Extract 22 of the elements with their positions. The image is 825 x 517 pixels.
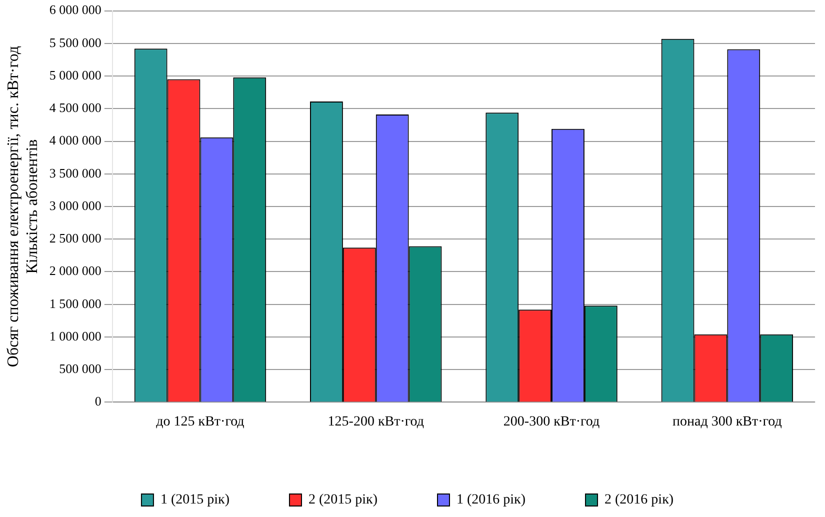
y-tick-label: 1 000 000 — [49, 328, 102, 344]
x-tick-label: 125-200 кВт·год — [328, 414, 424, 430]
x-tick-label: до 125 кВт·год — [156, 414, 244, 430]
y-tick-label: 5 500 000 — [49, 34, 102, 50]
y-tick-label: 2 500 000 — [49, 230, 102, 246]
x-tick-label: 200-300 кВт·год — [503, 414, 600, 430]
y-axis-title: Обсяг споживання електроенергії, тис. кВт·год Кількість абонентів — [4, 46, 42, 368]
y-tick-label: 1 500 000 — [49, 296, 102, 311]
legend-label: 1 (2016 рік) — [456, 492, 526, 508]
y-tick-label: 6 000 000 — [49, 2, 102, 18]
y-tick-label: 3 000 000 — [49, 198, 102, 213]
y-tick-label: 4 500 000 — [49, 100, 102, 116]
y-tick-label: 5 000 000 — [49, 67, 102, 82]
x-tick-label: понад 300 кВт·год — [672, 414, 782, 430]
y-tick-label: 2 000 000 — [49, 263, 102, 278]
y-tick-label: 4 000 000 — [49, 132, 102, 148]
legend-label: 2 (2015 рік) — [308, 492, 378, 508]
y-tick-label: 0 — [94, 394, 102, 409]
y-tick-label: 500 000 — [59, 361, 102, 376]
legend-label: 1 (2015 рік) — [160, 492, 230, 508]
legend-label: 2 (2016 рік) — [604, 492, 674, 508]
y-tick-label: 3 500 000 — [49, 165, 102, 180]
